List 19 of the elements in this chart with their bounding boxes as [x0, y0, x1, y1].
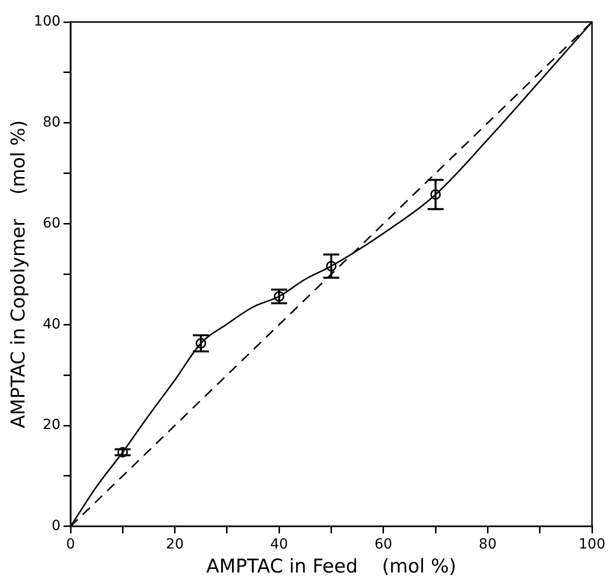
- x-tick-label: 40: [270, 536, 288, 552]
- y-tick-label: 80: [42, 114, 61, 131]
- x-tick-label: 0: [66, 536, 75, 552]
- x-tick-label: 80: [478, 536, 497, 552]
- x-tick-label: 100: [578, 536, 606, 552]
- point: [117, 447, 128, 458]
- y-tick-label: 60: [42, 215, 61, 232]
- y-axis-title: AMPTAC in Copolymer (mol %): [7, 120, 30, 428]
- y-tick-label: 20: [42, 417, 61, 434]
- x-tick-label: 60: [374, 536, 392, 552]
- point: [196, 338, 206, 349]
- point: [430, 189, 441, 200]
- point: [274, 291, 284, 302]
- x-axis-title: AMPTAC in Feed (mol %): [206, 556, 456, 578]
- y-tick-label: 40: [42, 316, 61, 332]
- x-tick-label: 20: [166, 536, 184, 552]
- point: [326, 260, 337, 272]
- y-tick-label: 0: [52, 518, 61, 534]
- y-tick-label: 100: [34, 14, 61, 30]
